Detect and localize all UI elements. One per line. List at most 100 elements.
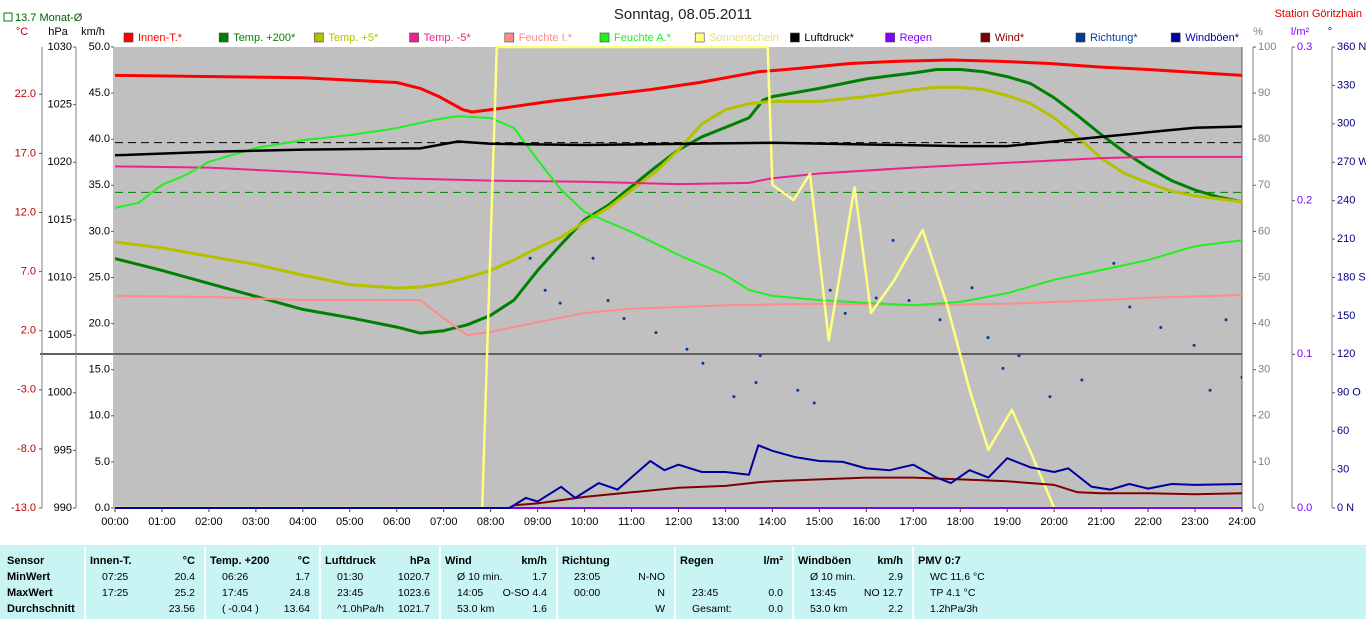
- table-cell: 1021.7: [398, 603, 430, 615]
- direction-dot: [843, 311, 847, 315]
- y-tick-label: 20: [1258, 410, 1270, 422]
- y-tick-label: 17.0: [15, 147, 36, 159]
- x-tick-label: 04:00: [289, 516, 317, 528]
- table-cell: 17:45: [222, 587, 248, 599]
- direction-dot: [891, 238, 895, 242]
- table-cell: 0.0: [768, 587, 783, 599]
- legend-label: Luftdruck*: [804, 32, 854, 44]
- x-tick-label: 11:00: [618, 516, 645, 528]
- x-tick-label: 20:00: [1040, 516, 1068, 528]
- y-tick-label: 995: [54, 444, 72, 456]
- series-line: [115, 476, 1242, 509]
- legend-label: Temp. -5*: [424, 32, 472, 44]
- direction-dot: [874, 296, 878, 300]
- x-tick-label: 21:00: [1087, 516, 1115, 528]
- table-cell: °C: [183, 555, 195, 567]
- y-tick-label: 30: [1337, 463, 1349, 475]
- table-cell: WC 11.6 °C: [930, 571, 985, 583]
- direction-dot: [701, 361, 705, 365]
- y-tick-label: 7.0: [21, 265, 36, 277]
- direction-dot: [654, 331, 658, 335]
- direction-dot: [732, 395, 736, 399]
- direction-dot: [1224, 318, 1228, 322]
- table-cell: 53.0 km: [457, 603, 495, 615]
- table-cell: 06:26: [222, 571, 248, 583]
- x-tick-label: 17:00: [900, 516, 928, 528]
- series-line: [115, 46, 1242, 509]
- y-tick-label: 0.0: [1297, 502, 1312, 514]
- table-cell: PMV 0:7: [918, 555, 961, 567]
- y-tick-label: 12.0: [15, 206, 36, 218]
- y-tick-label: 70: [1258, 179, 1270, 191]
- direction-dot: [970, 286, 974, 290]
- legend-label: Regen: [900, 32, 932, 44]
- y-tick-label: 25.0: [89, 271, 110, 283]
- legend-label: Feuchte I.*: [519, 32, 573, 44]
- legend-swatch: [218, 32, 229, 43]
- axis-unit: °: [1328, 26, 1332, 38]
- y-tick-label: 990: [54, 502, 72, 514]
- legend-label: Windböen*: [1185, 32, 1240, 44]
- table-cell: 2.9: [888, 571, 903, 583]
- x-tick-label: 02:00: [195, 516, 223, 528]
- direction-dot: [558, 301, 562, 305]
- y-tick-label: 50.0: [89, 41, 110, 53]
- axis-unit: hPa: [48, 26, 68, 38]
- legend-swatch: [980, 32, 991, 43]
- y-tick-label: 15.0: [89, 364, 110, 376]
- x-tick-label: 07:00: [430, 516, 458, 528]
- table-cell: 0.0: [768, 603, 783, 615]
- y-tick-label: 0 N: [1337, 502, 1354, 514]
- y-tick-label: 0.3: [1297, 41, 1312, 53]
- direction-dot: [606, 299, 610, 303]
- y-tick-label: 210: [1337, 233, 1355, 245]
- direction-dot: [685, 347, 689, 351]
- series-line: [115, 85, 1242, 290]
- y-tick-label: 45.0: [89, 87, 110, 99]
- table-cell: MaxWert: [7, 587, 53, 599]
- series-line: [115, 155, 1242, 186]
- y-tick-label: 22.0: [15, 88, 36, 100]
- x-tick-label: 09:00: [524, 516, 552, 528]
- y-tick-label: 10.0: [89, 410, 110, 422]
- table-cell: km/h: [877, 555, 903, 567]
- direction-dot: [543, 288, 547, 292]
- x-tick-label: 08:00: [477, 516, 505, 528]
- table-cell: 13:45: [810, 587, 836, 599]
- table-cell: Ø 10 min.: [457, 571, 503, 583]
- y-tick-label: 0.1: [1297, 348, 1312, 360]
- legend-swatch: [504, 32, 515, 43]
- direction-dot: [1080, 378, 1084, 382]
- y-tick-label: 80: [1258, 133, 1270, 145]
- y-tick-label: 240: [1337, 195, 1355, 207]
- axis-unit: °C: [16, 26, 28, 38]
- legend-swatch: [694, 32, 705, 43]
- direction-dot: [986, 336, 990, 340]
- table-cell: Ø 10 min.: [810, 571, 856, 583]
- table-cell: Windböen: [798, 555, 851, 567]
- axis-unit: l/m²: [1291, 26, 1310, 38]
- table-cell: 07:25: [102, 571, 128, 583]
- y-tick-label: 1020: [48, 156, 72, 168]
- table-cell: 23:45: [692, 587, 718, 599]
- y-tick-label: 50: [1258, 271, 1270, 283]
- table-cell: 25.2: [175, 587, 196, 599]
- table-cell: N-NO: [638, 571, 665, 583]
- legend-swatch: [409, 32, 419, 43]
- x-tick-label: 22:00: [1134, 516, 1162, 528]
- table-cell: Wind: [445, 555, 472, 567]
- x-tick-label: 16:00: [853, 516, 881, 528]
- table-cell: 53.0 km: [810, 603, 848, 615]
- direction-dot: [1192, 343, 1196, 347]
- table-cell: Luftdruck: [325, 555, 377, 567]
- table-cell: N: [657, 587, 665, 599]
- x-tick-label: 05:00: [336, 516, 364, 528]
- table-cell: NO 12.7: [864, 587, 903, 599]
- y-tick-label: -3.0: [17, 384, 36, 396]
- table-cell: 1.2hPa/3h: [930, 603, 978, 615]
- y-tick-label: 40.0: [89, 133, 110, 145]
- legend-label: Temp. +200*: [233, 32, 296, 44]
- y-tick-label: 150: [1337, 310, 1355, 322]
